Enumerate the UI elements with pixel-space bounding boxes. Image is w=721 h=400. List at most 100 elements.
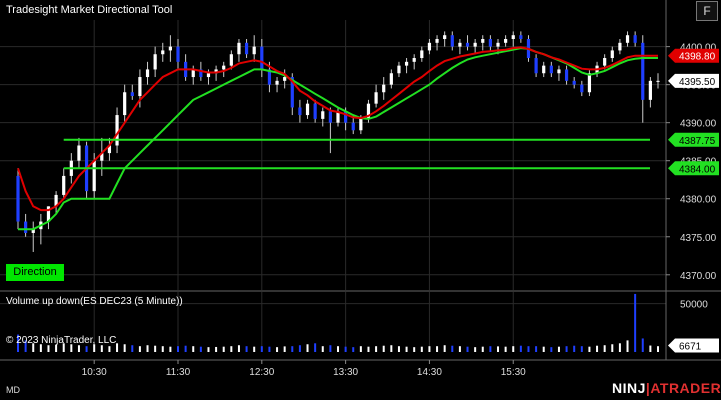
volume-bar xyxy=(146,345,149,352)
candle xyxy=(184,54,188,81)
volume-bars xyxy=(17,293,659,352)
copyright-text: © 2023 NinjaTrader, LLC xyxy=(6,335,117,346)
candle xyxy=(313,99,317,123)
volume-bar xyxy=(367,346,370,352)
indicator-lines xyxy=(17,46,658,231)
volume-bar xyxy=(329,345,332,352)
volume-bar xyxy=(405,346,408,352)
candle xyxy=(648,77,652,108)
volume-bar xyxy=(344,346,347,352)
f-button[interactable]: F xyxy=(696,1,718,21)
volume-bar xyxy=(108,346,111,352)
volume-bar xyxy=(557,346,560,352)
svg-text:4395.50: 4395.50 xyxy=(679,77,716,88)
volume-bar xyxy=(207,347,210,352)
candle xyxy=(161,42,165,62)
candle xyxy=(412,54,416,70)
direction-button[interactable]: Direction xyxy=(6,264,64,281)
volume-bar xyxy=(138,346,141,352)
volume-bar xyxy=(70,344,73,352)
volume-bar xyxy=(542,346,545,352)
candle xyxy=(336,107,340,127)
volume-bar xyxy=(611,344,614,352)
volume-label-tag: 6671 xyxy=(668,338,719,353)
volume-bar xyxy=(32,343,35,352)
chart-grid xyxy=(0,20,666,290)
volume-bar xyxy=(245,346,248,352)
volume-bar xyxy=(451,345,454,352)
candle xyxy=(465,35,470,51)
volume-bar xyxy=(550,347,553,352)
candle xyxy=(328,107,332,154)
volume-bar xyxy=(420,346,423,352)
volume-bar xyxy=(436,346,439,352)
volume-bar xyxy=(268,346,271,352)
candle xyxy=(145,61,150,85)
time-tick-label: 12:30 xyxy=(249,367,274,378)
volume-bar xyxy=(458,346,461,352)
candle xyxy=(107,137,112,161)
candle xyxy=(123,84,127,123)
volume-bar xyxy=(359,346,362,352)
volume-bar xyxy=(283,346,286,352)
volume-bar xyxy=(230,346,233,352)
volume-bar xyxy=(291,346,294,352)
candle xyxy=(580,80,584,97)
volume-bar xyxy=(55,344,58,352)
volume-bar xyxy=(497,346,499,352)
volume-bar xyxy=(192,346,195,352)
volume-bar xyxy=(39,344,42,352)
volume-bar xyxy=(481,346,484,352)
candle xyxy=(656,73,660,89)
candle xyxy=(450,31,454,51)
svg-text:4384.00: 4384.00 xyxy=(679,164,716,175)
volume-bar xyxy=(169,346,172,352)
price-tick-label: 4390.00 xyxy=(680,119,717,130)
volume-bar xyxy=(62,343,65,352)
candle xyxy=(458,39,462,55)
volume-bar xyxy=(618,343,621,352)
price-tick-label: 4370.00 xyxy=(680,271,717,282)
volume-bar xyxy=(85,346,88,352)
candle xyxy=(481,35,485,51)
volume-tick-label: 50000 xyxy=(680,300,708,311)
volume-bar xyxy=(375,346,378,352)
candle xyxy=(382,77,386,100)
time-tick-label: 15:30 xyxy=(501,367,526,378)
candle xyxy=(54,191,58,214)
volume-bar xyxy=(184,345,187,352)
candle xyxy=(77,137,81,169)
price-label-tag: 4387.75 xyxy=(668,132,719,147)
volume-bar xyxy=(390,345,393,352)
candle xyxy=(542,61,546,78)
red-trend-line xyxy=(17,46,658,212)
candle xyxy=(572,77,576,89)
volume-bar xyxy=(657,346,659,352)
candle xyxy=(557,65,561,81)
volume-bar xyxy=(535,346,538,352)
candle xyxy=(298,99,302,123)
volume-bar xyxy=(77,345,80,352)
volume-bar xyxy=(382,345,385,352)
volume-bar xyxy=(641,338,644,352)
volume-bar xyxy=(649,345,652,352)
candle xyxy=(397,61,401,78)
candle xyxy=(229,50,233,70)
price-tick-label: 4375.00 xyxy=(680,233,717,244)
volume-bar xyxy=(565,346,568,352)
volume-bar xyxy=(580,346,583,352)
candle xyxy=(237,39,241,62)
candle xyxy=(610,46,614,62)
time-tick-label: 13:30 xyxy=(333,367,358,378)
time-tick-label: 14:30 xyxy=(417,367,442,378)
candle xyxy=(534,54,538,78)
candle xyxy=(389,69,393,89)
candle xyxy=(31,221,35,252)
price-label-tags: 4398.80 4395.50 4387.75 4384.00 6671 xyxy=(668,48,719,353)
candle xyxy=(115,107,119,154)
candle xyxy=(24,213,28,237)
candle xyxy=(420,46,424,62)
svg-text:6671: 6671 xyxy=(679,342,702,353)
status-md: MD xyxy=(6,385,20,395)
